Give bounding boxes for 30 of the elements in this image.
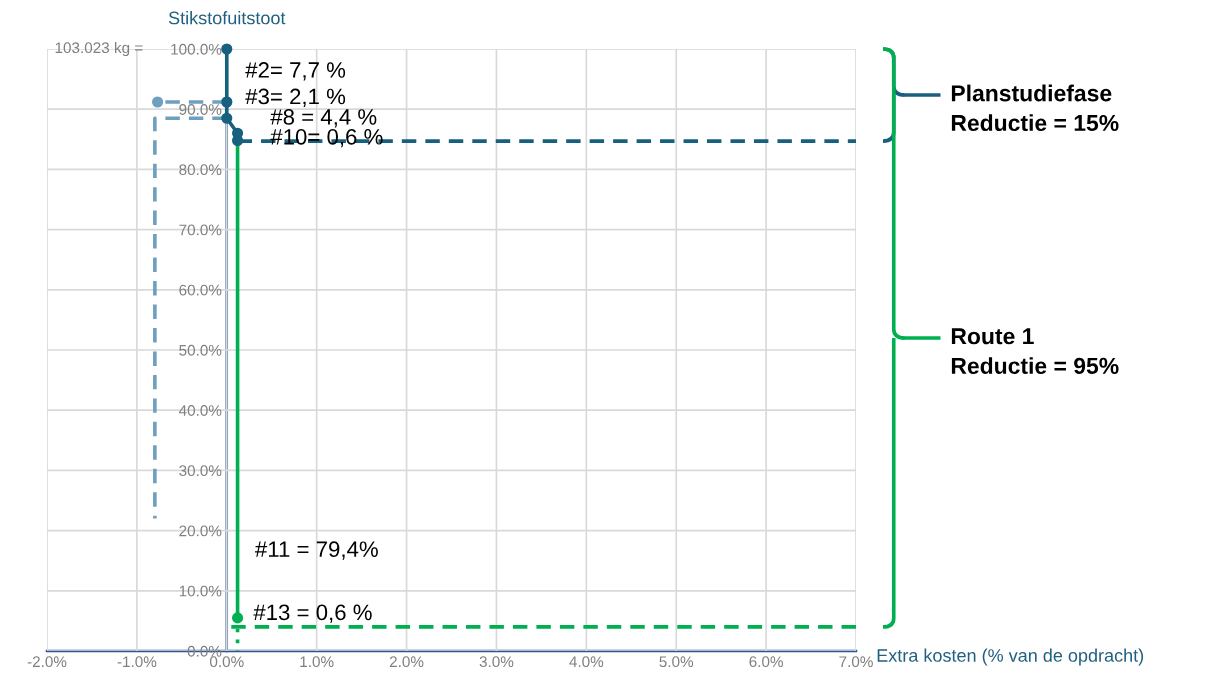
x-tick-label: 6.0% (749, 656, 783, 668)
y-tick-label: 10.0% (179, 585, 222, 597)
y-tick-label: 60.0% (179, 284, 222, 296)
x-axis-title: Extra kosten (% van de opdracht) (877, 648, 1144, 666)
y-tick-label: 30.0% (179, 465, 222, 477)
x-tick-label: 5.0% (659, 656, 694, 668)
x-tick-label: 1.0% (300, 656, 334, 668)
x-tick-label: 2.0% (389, 656, 424, 668)
x-tick-label: -1.0% (117, 656, 157, 668)
y-tick-label: 100.0% (171, 43, 222, 55)
annotation: #13 = 0,6 % (253, 604, 372, 623)
x-tick-label: 0.0% (209, 656, 244, 668)
y-tick-label: 50.0% (179, 344, 222, 356)
annotation: 103.023 kg = (55, 41, 143, 57)
annotation: #11 = 79,4% (255, 541, 378, 560)
x-tick-label: -2.0% (27, 656, 67, 668)
x-tick-label: 7.0% (839, 656, 873, 668)
annotation: #8 = 4,4 % (270, 109, 377, 128)
text: Route 1 Reductie = 95% (951, 328, 1119, 374)
y-tick-label: 70.0% (179, 224, 222, 236)
text: Planstudiefase Reductie = 15% (951, 84, 1119, 132)
annotation: #3= 2,1 % (245, 88, 346, 107)
y-axis-title: Stikstofuitstoot (168, 11, 286, 25)
y-tick-label: 80.0% (179, 164, 222, 176)
x-tick-label: 4.0% (569, 656, 604, 668)
x-tick-label: 3.0% (479, 656, 514, 668)
y-tick-label: 90.0% (179, 104, 222, 115)
annotation: #2= 7,7 % (245, 62, 346, 81)
y-tick-label: 40.0% (178, 405, 222, 416)
y-tick-label: 20.0% (179, 525, 222, 537)
